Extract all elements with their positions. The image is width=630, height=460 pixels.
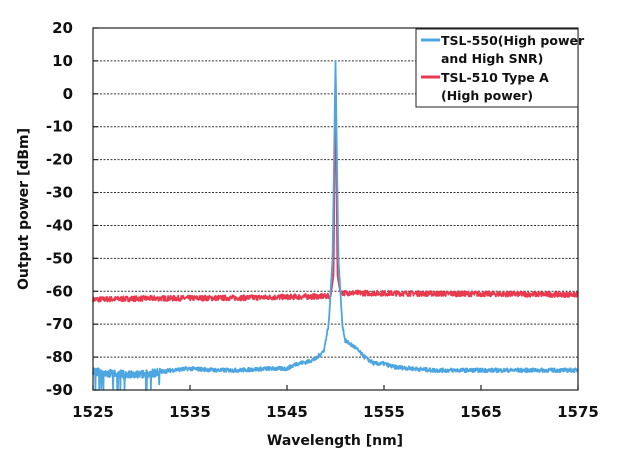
y-tick-label: 0 bbox=[63, 85, 73, 103]
y-tick-label: -60 bbox=[46, 282, 73, 300]
y-tick-label: -70 bbox=[46, 315, 73, 333]
y-tick-label: -80 bbox=[46, 348, 73, 366]
y-tick-label: -20 bbox=[46, 151, 73, 169]
x-axis-label: Wavelength [nm] bbox=[267, 433, 403, 449]
y-tick-label: 10 bbox=[52, 52, 73, 70]
y-axis-label: Output power [dBm] bbox=[16, 128, 32, 290]
y-axis-ticks: 20 10 0 -10 -20 -30 -40 -50 -60 -70 -80 -90 bbox=[46, 19, 98, 399]
plot-frame bbox=[92, 27, 579, 391]
y-tick-label: -40 bbox=[46, 216, 73, 234]
legend-box bbox=[415, 28, 579, 108]
series-line-tsl-550 bbox=[92, 60, 579, 391]
legend-label-tsl-550-line2: and High SNR) bbox=[441, 51, 543, 66]
gridlines bbox=[93, 60, 578, 358]
y-tick-label: 20 bbox=[52, 19, 73, 37]
y-tick-label: -50 bbox=[46, 249, 73, 267]
legend: TSL-550(High power and High SNR) TSL-510… bbox=[415, 28, 585, 108]
y-tick-label: -90 bbox=[46, 381, 73, 399]
plot-lines bbox=[92, 60, 579, 391]
y-tick-label: -30 bbox=[46, 184, 73, 202]
legend-label-tsl-510-line2: (High power) bbox=[441, 88, 533, 103]
x-tick-label: 1565 bbox=[460, 403, 502, 421]
x-tick-label: 1525 bbox=[72, 403, 114, 421]
legend-label-tsl-510-line1: TSL-510 Type A bbox=[441, 70, 549, 85]
x-tick-label: 1555 bbox=[363, 403, 405, 421]
legend-label-tsl-550-line1: TSL-550(High power bbox=[441, 33, 585, 48]
x-tick-label: 1575 bbox=[557, 403, 599, 421]
x-tick-label: 1545 bbox=[266, 403, 308, 421]
x-axis-ticks: 1525 1535 1545 1555 1565 1575 bbox=[72, 385, 599, 421]
y-tick-label: -10 bbox=[46, 118, 73, 136]
x-tick-label: 1535 bbox=[169, 403, 211, 421]
